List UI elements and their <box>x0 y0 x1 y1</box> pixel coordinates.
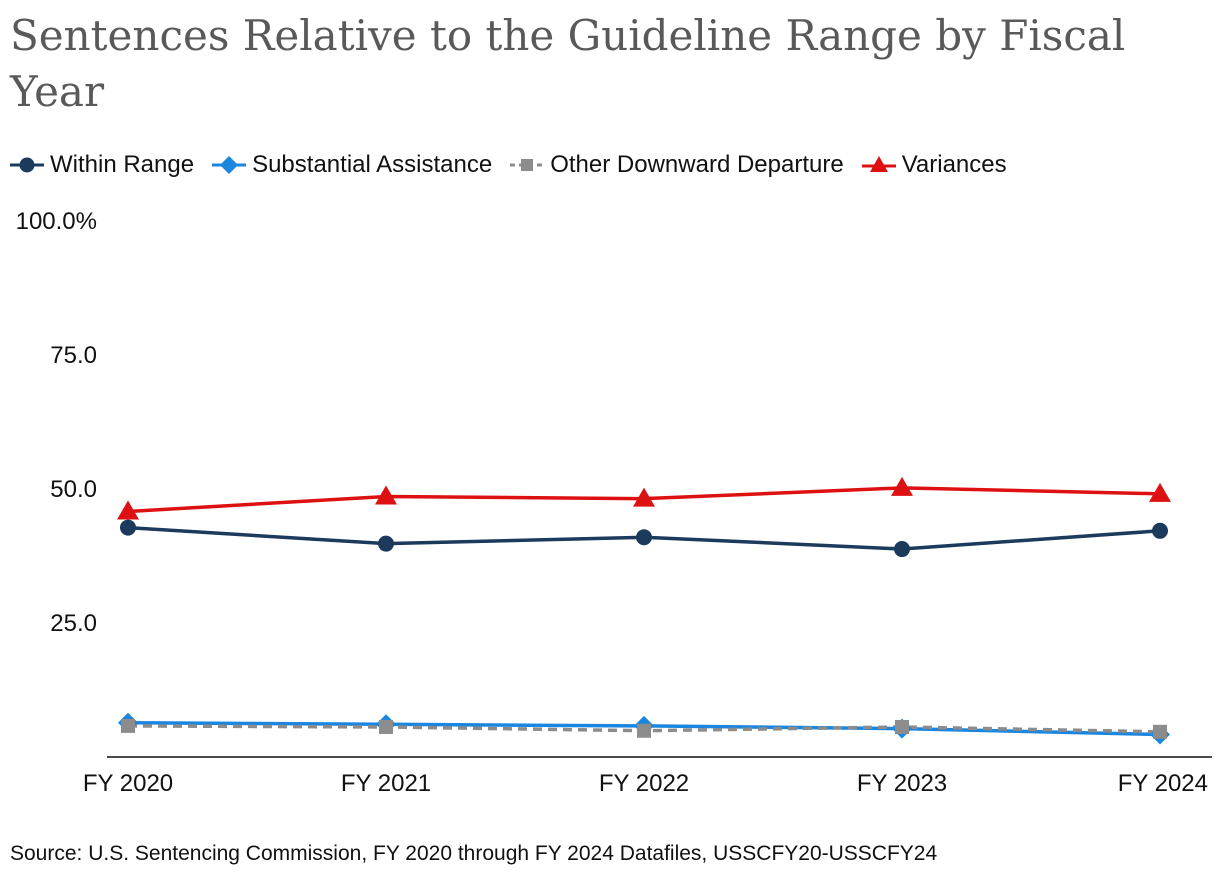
data-point-within-range <box>378 535 394 552</box>
data-point-within-range <box>120 519 136 536</box>
x-axis-ticks: FY 2020 FY 2021 FY 2022 FY 2023 FY 2024 <box>83 770 1208 797</box>
x-tick-label: FY 2021 <box>341 770 431 797</box>
legend-item-other-downward-departure: Other Downward Departure <box>510 151 844 179</box>
legend-label-substantial-assistance: Substantial Assistance <box>252 151 493 178</box>
y-axis-ticks: 100.0% 75.0 50.0 25.0 <box>16 208 97 637</box>
legend-item-variances: Variances <box>861 151 1007 179</box>
legend-square-marker-icon <box>510 159 545 171</box>
data-point-other-downward-departure <box>121 718 135 733</box>
chart-legend: Within Range Substantial Assistance Othe… <box>10 148 1007 182</box>
legend-item-substantial-assistance: Substantial Assistance <box>212 151 492 179</box>
data-point-variances <box>117 500 139 520</box>
data-point-within-range <box>636 529 652 546</box>
legend-diamond-marker-icon <box>212 156 247 174</box>
legend-item-within-range: Within Range <box>10 151 194 179</box>
data-point-variances <box>633 487 655 507</box>
data-point-variances <box>891 476 913 496</box>
data-point-other-downward-departure <box>895 719 909 734</box>
data-point-variances <box>375 485 397 505</box>
series-markers <box>117 476 1171 745</box>
legend-triangle-marker-icon <box>861 156 896 172</box>
x-tick-label: FY 2020 <box>83 770 173 797</box>
y-tick-label: 50.0 <box>50 476 97 503</box>
series-lines <box>127 486 1161 737</box>
data-point-other-downward-departure <box>637 723 651 738</box>
y-tick-label: 75.0 <box>50 342 97 369</box>
y-tick-label: 25.0 <box>50 610 97 637</box>
chart-source-note: Source: U.S. Sentencing Commission, FY 2… <box>10 842 938 865</box>
legend-label-other-downward-departure: Other Downward Departure <box>550 151 844 178</box>
data-point-other-downward-departure <box>1153 724 1167 739</box>
y-tick-label: 100.0% <box>16 208 97 235</box>
chart-title: Sentences Relative to the Guideline Rang… <box>10 11 1126 116</box>
legend-label-within-range: Within Range <box>50 151 195 178</box>
data-point-variances <box>1149 482 1171 502</box>
data-point-within-range <box>1152 522 1168 539</box>
x-tick-label: FY 2024 <box>1118 770 1208 797</box>
x-tick-label: FY 2022 <box>599 770 689 797</box>
legend-circle-marker-icon <box>10 157 44 173</box>
data-point-other-downward-departure <box>379 719 393 734</box>
x-tick-label: FY 2023 <box>857 770 947 797</box>
data-point-within-range <box>894 541 910 558</box>
legend-label-variances: Variances <box>901 151 1007 178</box>
